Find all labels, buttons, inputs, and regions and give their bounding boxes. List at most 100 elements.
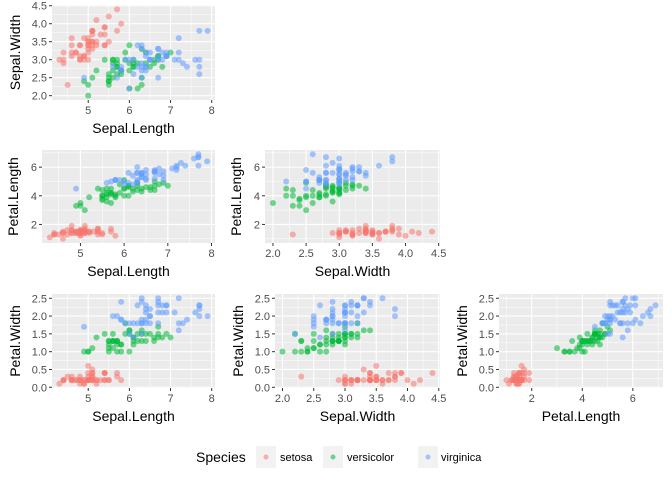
point-setosa	[518, 362, 525, 369]
point-versicolor	[569, 338, 576, 344]
point-versicolor	[108, 185, 115, 192]
legend-key-point	[330, 454, 336, 460]
point-versicolor	[342, 187, 349, 194]
point-virginica	[647, 313, 654, 320]
point-virginica	[196, 63, 203, 70]
point-virginica	[142, 63, 149, 70]
point-versicolor	[142, 338, 149, 344]
point-setosa	[356, 230, 363, 237]
point-virginica	[151, 168, 158, 175]
point-versicolor	[99, 187, 106, 194]
point-versicolor	[309, 192, 316, 199]
y-tick-label: 0.0	[255, 382, 270, 394]
point-setosa	[354, 377, 361, 384]
point-virginica	[134, 320, 141, 327]
point-virginica	[81, 323, 88, 330]
point-virginica	[184, 63, 191, 70]
point-setosa	[85, 38, 92, 45]
point-virginica	[138, 63, 145, 70]
point-virginica	[591, 323, 598, 330]
point-virginica	[146, 56, 153, 63]
x-axis-label: Sepal.Width	[320, 408, 395, 424]
point-virginica	[138, 298, 145, 305]
point-setosa	[85, 362, 92, 369]
x-tick-label: 7	[167, 393, 173, 405]
x-tick-label: 2	[529, 393, 535, 405]
point-virginica	[179, 320, 186, 327]
point-virginica	[316, 177, 323, 184]
point-versicolor	[99, 197, 106, 204]
point-setosa	[68, 222, 75, 229]
point-versicolor	[586, 338, 593, 344]
point-versicolor	[323, 338, 330, 344]
point-virginica	[159, 302, 166, 309]
x-tick-label: 4.0	[400, 393, 415, 405]
point-versicolor	[105, 341, 112, 348]
point-versicolor	[566, 348, 573, 355]
point-virginica	[196, 27, 203, 34]
point-setosa	[101, 42, 108, 49]
point-virginica	[112, 177, 119, 184]
point-versicolor	[109, 330, 116, 337]
point-virginica	[118, 67, 125, 74]
point-versicolor	[561, 348, 568, 355]
point-virginica	[360, 309, 367, 316]
point-virginica	[121, 181, 128, 188]
point-versicolor	[126, 348, 133, 355]
point-virginica	[175, 327, 182, 334]
point-versicolor	[93, 67, 100, 74]
x-tick-label: 8	[209, 393, 215, 405]
point-setosa	[81, 222, 88, 229]
point-setosa	[360, 366, 367, 373]
x-tick-label: 4	[579, 393, 585, 405]
point-setosa	[93, 42, 100, 49]
y-axis-label: Petal.Width	[454, 305, 470, 377]
point-setosa	[90, 228, 97, 235]
point-virginica	[155, 74, 162, 81]
y-tick-label: 2.0	[255, 311, 270, 323]
point-setosa	[64, 81, 71, 88]
point-virginica	[138, 330, 145, 337]
point-versicolor	[362, 185, 369, 192]
y-axis-label: Sepal.Width	[7, 15, 23, 90]
point-setosa	[342, 228, 349, 235]
point-versicolor	[310, 338, 317, 344]
point-virginica	[607, 320, 614, 327]
point-versicolor	[81, 207, 88, 214]
point-setosa	[85, 45, 92, 52]
y-tick-label: 1.0	[255, 347, 270, 359]
point-virginica	[632, 295, 639, 302]
y-tick-label: 4.5	[32, 1, 47, 13]
point-versicolor	[151, 56, 158, 63]
y-axis-label: Petal.Width	[7, 305, 23, 377]
point-setosa	[97, 31, 104, 38]
point-setosa	[72, 377, 79, 384]
point-virginica	[329, 305, 336, 312]
point-virginica	[329, 159, 336, 166]
point-virginica	[322, 177, 329, 184]
point-virginica	[116, 177, 123, 184]
y-tick-label: 2.5	[479, 293, 494, 305]
point-virginica	[637, 320, 644, 327]
x-tick-label: 5	[85, 105, 91, 117]
point-setosa	[101, 370, 108, 377]
point-virginica	[171, 56, 178, 63]
point-virginica	[392, 305, 398, 312]
point-versicolor	[134, 338, 141, 344]
point-virginica	[138, 74, 145, 81]
point-versicolor	[283, 185, 290, 192]
y-tick-label: 2.5	[32, 73, 47, 85]
x-axis-label: Sepal.Length	[92, 408, 175, 424]
point-setosa	[379, 380, 386, 387]
point-versicolor	[86, 194, 93, 201]
point-virginica	[114, 313, 121, 320]
point-versicolor	[109, 74, 116, 81]
y-tick-label: 0.0	[479, 382, 494, 394]
point-versicolor	[581, 338, 588, 344]
point-virginica	[349, 174, 356, 181]
point-virginica	[336, 155, 343, 162]
point-setosa	[395, 225, 402, 232]
point-setosa	[415, 230, 422, 237]
point-virginica	[310, 316, 317, 323]
point-setosa	[389, 222, 396, 229]
